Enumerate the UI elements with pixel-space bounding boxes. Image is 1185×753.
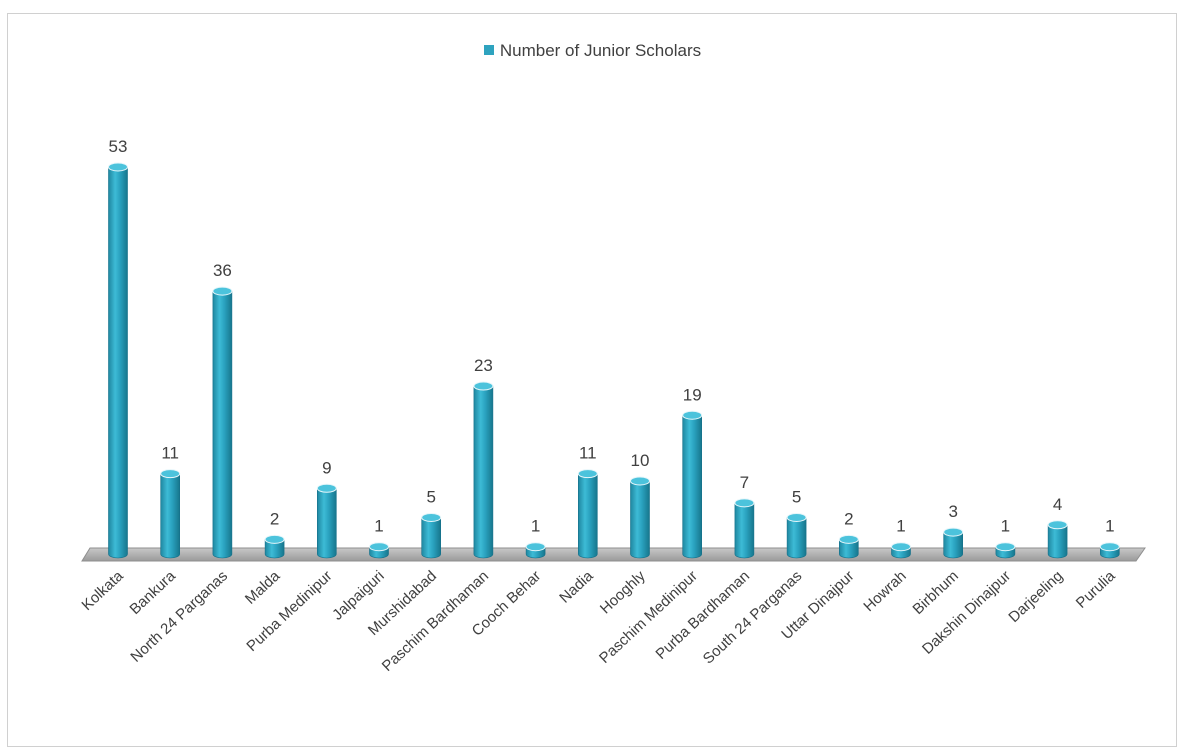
bar: [786, 512, 807, 559]
chart-frame: [7, 13, 1177, 747]
bar-body: [264, 539, 285, 559]
bar: [577, 469, 598, 559]
bar-body: [1047, 524, 1068, 559]
bar-cap: [369, 542, 389, 552]
legend-label: Number of Junior Scholars: [499, 41, 702, 60]
data-label: 1: [531, 517, 540, 536]
data-label: 2: [270, 509, 279, 528]
bar: [682, 410, 703, 559]
data-label: 5: [426, 487, 435, 506]
data-label: 1: [1001, 517, 1010, 536]
bar-cap: [577, 469, 598, 479]
bar: [160, 469, 181, 559]
category-label: Hooghly: [597, 567, 649, 617]
bar-cap: [473, 381, 494, 391]
legend-swatch: [483, 44, 494, 55]
data-label: 36: [213, 261, 232, 280]
bar-cap: [838, 534, 859, 544]
bar-cap: [108, 162, 128, 172]
bar: [212, 286, 233, 559]
legend: Number of Junior Scholars: [0, 41, 1185, 61]
category-label: Paschim Medinipur: [596, 567, 701, 666]
bar: [630, 476, 650, 559]
bar: [891, 542, 911, 559]
bar: [421, 512, 442, 559]
bar-cap: [160, 469, 181, 479]
category-label: Howrah: [860, 567, 909, 615]
bar: [943, 527, 964, 559]
bar-cap: [1047, 520, 1068, 530]
data-label: 5: [792, 487, 801, 506]
bar-body: [317, 487, 337, 559]
bar-body: [682, 414, 702, 559]
data-label: 3: [948, 502, 957, 521]
category-label: South 24 Parganas: [700, 567, 806, 667]
bar-body: [839, 539, 859, 559]
bar-cap: [943, 527, 964, 537]
category-label: Kolkata: [79, 567, 128, 614]
category-label: Bankura: [126, 567, 179, 618]
bar: [316, 483, 337, 559]
data-label: 2: [844, 509, 853, 528]
data-label: 11: [579, 444, 597, 463]
data-label: 9: [322, 458, 331, 477]
bars: [108, 162, 1120, 559]
bar: [838, 534, 859, 559]
bar-body: [630, 480, 650, 559]
bar-body: [473, 385, 494, 559]
bar-body: [734, 502, 755, 559]
bar-cap: [264, 534, 285, 544]
bar-cap: [421, 512, 442, 522]
category-label: Malda: [242, 567, 284, 608]
category-label: Nadia: [556, 567, 597, 607]
bar-body: [108, 166, 128, 559]
data-label: 1: [374, 517, 383, 536]
bar: [473, 381, 494, 559]
category-label: Birbhum: [909, 567, 961, 618]
bar-cap: [1099, 542, 1120, 552]
bar-body: [578, 473, 598, 559]
data-label: 53: [109, 137, 128, 156]
bar: [1047, 520, 1068, 559]
bar-cap: [786, 512, 807, 522]
category-label: North 24 Parganas: [127, 567, 231, 665]
category-label: Purulia: [1073, 567, 1119, 612]
data-label: 23: [474, 356, 493, 375]
bar-cap: [316, 483, 337, 493]
bar-body: [160, 473, 180, 559]
data-label: 4: [1053, 495, 1062, 514]
bar: [525, 542, 546, 559]
bar: [264, 534, 285, 559]
bar-cap: [734, 498, 755, 508]
bar: [369, 542, 389, 559]
bar: [995, 542, 1016, 559]
category-label: Purba Bardhaman: [652, 567, 753, 662]
bar-cap: [525, 542, 546, 552]
bar-cap: [891, 542, 911, 552]
category-label: Dakshin Dinajpur: [919, 567, 1014, 657]
data-label: 11: [161, 444, 179, 463]
bar-body: [786, 517, 807, 559]
bar-cap: [682, 410, 703, 420]
bar: [1099, 542, 1120, 559]
bar-body: [943, 531, 963, 559]
bar: [108, 162, 128, 559]
data-label: 7: [740, 473, 749, 492]
bar: [734, 498, 755, 559]
floor-plane: [81, 547, 1146, 562]
data-label: 1: [896, 517, 905, 536]
bar-body: [421, 517, 441, 559]
bar-body: [212, 290, 233, 559]
bar-cap: [212, 286, 233, 296]
data-label: 1: [1105, 517, 1114, 536]
data-label: 19: [683, 385, 702, 404]
data-label: 10: [631, 451, 650, 470]
bar-cap: [630, 476, 650, 486]
category-label: Darjeeling: [1005, 567, 1066, 625]
bar-cap: [995, 542, 1016, 552]
chart-floor: [81, 547, 1146, 562]
